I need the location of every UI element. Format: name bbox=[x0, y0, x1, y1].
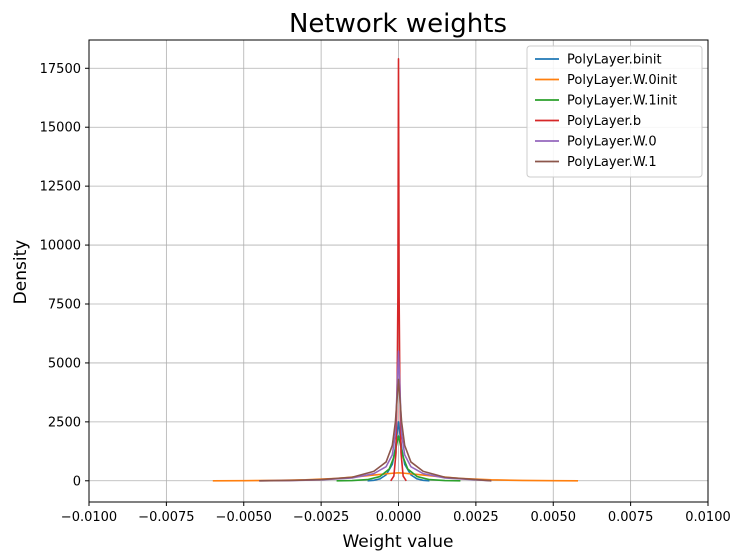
x-tick-label: 0.0050 bbox=[531, 510, 577, 525]
x-axis-ticks: −0.0100 −0.0075 −0.0050 −0.0025 0.0000 0.0025… bbox=[61, 502, 731, 525]
y-tick-label: 2500 bbox=[48, 415, 81, 430]
series-line-polylayer-w-0init bbox=[212, 471, 579, 482]
legend-entry: PolyLayer.W.1 bbox=[567, 155, 657, 170]
legend-entry: PolyLayer.binit bbox=[567, 53, 662, 68]
legend-entry: PolyLayer.W.0 bbox=[567, 135, 657, 150]
y-tick-label: 0 bbox=[73, 474, 81, 489]
y-axis-ticks: 0 2500 5000 7500 10000 12500 15000 17500 bbox=[40, 62, 89, 489]
series-line-polylayer-binit bbox=[367, 421, 430, 482]
y-tick-label: 15000 bbox=[40, 121, 81, 136]
y-axis-label: Density bbox=[11, 240, 31, 305]
legend-entry: PolyLayer.b bbox=[567, 114, 641, 129]
series-line-polylayer-w-0 bbox=[259, 350, 492, 482]
x-tick-label: 0.0000 bbox=[376, 510, 422, 525]
x-tick-label: −0.0025 bbox=[293, 510, 349, 525]
y-tick-label: 7500 bbox=[48, 298, 81, 313]
x-tick-label: −0.0075 bbox=[138, 510, 194, 525]
y-tick-label: 10000 bbox=[40, 239, 81, 254]
y-tick-label: 12500 bbox=[40, 180, 81, 195]
x-tick-label: −0.0050 bbox=[216, 510, 272, 525]
y-tick-label: 5000 bbox=[48, 356, 81, 371]
series-line-polylayer-b bbox=[390, 58, 407, 482]
x-tick-label: −0.0100 bbox=[61, 510, 117, 525]
series-layer bbox=[212, 58, 579, 482]
x-tick-label: 0.0075 bbox=[608, 510, 654, 525]
legend-box bbox=[526, 45, 703, 178]
x-tick-label: 0.0100 bbox=[685, 510, 731, 525]
series-line-polylayer-w-1init bbox=[336, 435, 461, 482]
y-tick-label: 17500 bbox=[40, 62, 81, 77]
x-tick-label: 0.0025 bbox=[453, 510, 499, 525]
chart-title: Network weights bbox=[289, 9, 507, 39]
legend-entry: PolyLayer.W.0init bbox=[567, 73, 677, 88]
legend-entry: PolyLayer.W.1init bbox=[567, 94, 677, 109]
series-line-polylayer-w-1 bbox=[259, 378, 492, 482]
x-axis-label: Weight value bbox=[342, 532, 453, 552]
legend: PolyLayer.binit PolyLayer.W.0init PolyLaye… bbox=[526, 45, 703, 178]
